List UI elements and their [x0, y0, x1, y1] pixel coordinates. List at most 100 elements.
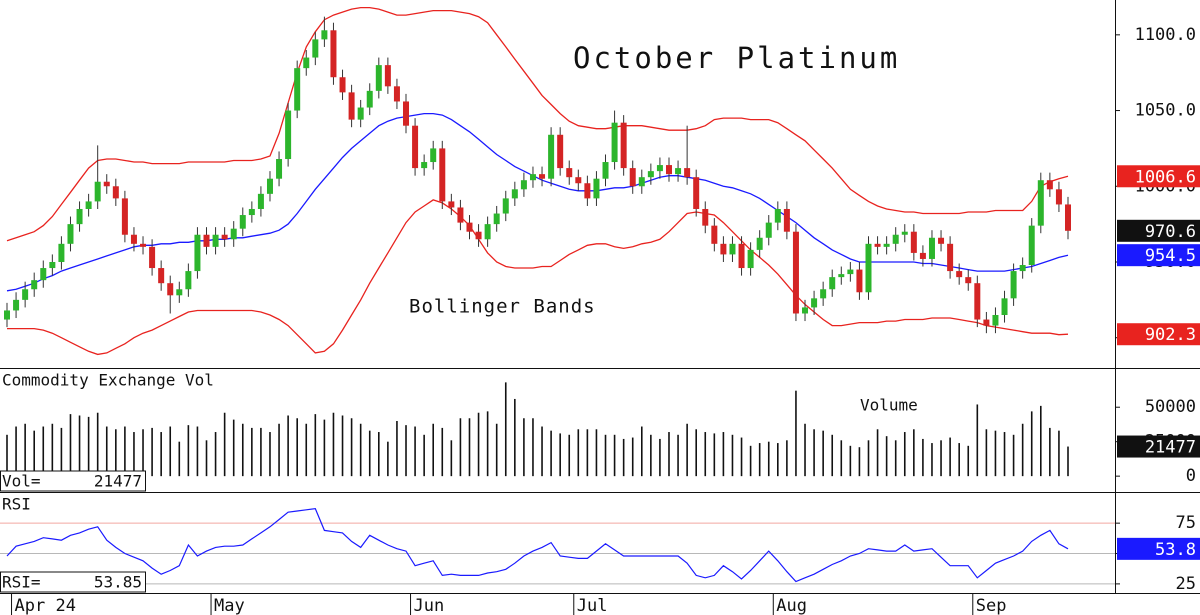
- candle-body: [375, 65, 382, 91]
- candle-body: [321, 30, 328, 40]
- candle-body: [31, 280, 38, 290]
- candle-body: [1028, 225, 1035, 266]
- y-tick-label: 25: [1176, 574, 1196, 594]
- candle-body: [493, 213, 500, 225]
- candle-body: [339, 77, 346, 93]
- candle-body: [620, 122, 627, 169]
- candle-body: [638, 177, 645, 187]
- candle-body: [529, 174, 536, 181]
- readout-value: 53.85: [94, 573, 142, 592]
- panel-title: RSI: [2, 495, 31, 514]
- candle-body: [457, 207, 464, 223]
- candle-body: [94, 181, 101, 202]
- candle-body: [647, 171, 654, 178]
- x-tick-label: Sep: [976, 596, 1007, 615]
- candle-body: [13, 299, 20, 311]
- readout-box: [0, 571, 146, 593]
- candle-body: [366, 90, 373, 108]
- candle-body: [693, 177, 700, 209]
- x-tick-label: Jun: [414, 596, 445, 615]
- annotation: Volume: [860, 396, 918, 415]
- candle-body: [357, 107, 364, 120]
- candle-body: [892, 234, 899, 244]
- candle-body: [4, 310, 10, 320]
- candle-body: [475, 231, 482, 240]
- y-tick-label: 75: [1176, 513, 1196, 533]
- candle-body: [439, 148, 446, 202]
- rsi-line: [6, 507, 1069, 583]
- candle-body: [738, 243, 745, 269]
- candle-body: [702, 208, 709, 226]
- y-tick-label: 1050.0: [1135, 101, 1196, 121]
- candle-body: [266, 178, 273, 194]
- candle-body: [140, 243, 147, 247]
- candle-body: [212, 234, 219, 247]
- candle-body: [130, 234, 137, 244]
- candle-body: [675, 168, 682, 175]
- candle-body: [348, 92, 355, 120]
- last-value-label: 954.5: [1145, 246, 1196, 266]
- candle-body: [239, 215, 246, 229]
- readout-label: RSI=: [2, 573, 41, 592]
- candle-body: [566, 168, 573, 178]
- candle-body: [910, 231, 917, 253]
- candle-body: [112, 186, 119, 199]
- last-value-box: [1117, 323, 1200, 346]
- candle-body: [956, 271, 963, 278]
- candle-body: [656, 165, 663, 172]
- candle-body: [276, 159, 283, 179]
- candle-body: [294, 68, 301, 111]
- candle-body: [502, 198, 509, 214]
- candle-body: [221, 234, 228, 240]
- band-line: [6, 6, 1069, 242]
- y-tick-label: 50000: [1145, 397, 1196, 417]
- candle-body: [575, 177, 582, 184]
- candle-body: [720, 243, 727, 255]
- candle-body: [393, 86, 400, 102]
- candle-body: [965, 277, 972, 284]
- candle-body: [938, 237, 945, 244]
- candle-body: [1001, 298, 1008, 315]
- y-tick-label: 1100.0: [1135, 25, 1196, 45]
- candle-body: [584, 183, 591, 199]
- panel-title: Commodity Exchange Vol: [2, 371, 214, 390]
- candle-body: [1046, 180, 1053, 190]
- readout-value: 21477: [94, 472, 142, 491]
- candle-body: [58, 243, 65, 262]
- candle-body: [85, 201, 92, 209]
- candle-body: [167, 283, 174, 296]
- last-value-box: [1117, 165, 1200, 188]
- candle-body: [602, 162, 609, 179]
- readout-label: Vol=: [2, 472, 41, 491]
- candle-body: [548, 134, 555, 179]
- candle-body: [684, 168, 691, 178]
- x-tick-label: Apr 24: [15, 596, 76, 615]
- candle-body: [230, 228, 237, 240]
- last-value-label: 970.6: [1145, 222, 1196, 242]
- candle-body: [811, 298, 818, 308]
- candle-body: [557, 134, 564, 169]
- candle-body: [149, 246, 156, 269]
- candle-body: [194, 234, 201, 272]
- last-value-box: [1117, 219, 1200, 242]
- candle-body: [901, 231, 908, 235]
- candle-body: [765, 222, 772, 238]
- candle-body: [384, 65, 391, 87]
- candle-body: [466, 222, 473, 232]
- candle-body: [67, 224, 74, 244]
- last-value-label: 902.3: [1145, 325, 1196, 345]
- candle-body: [285, 110, 292, 160]
- last-value-label: 21477: [1145, 438, 1196, 458]
- candle-body: [974, 283, 981, 320]
- candle-body: [874, 243, 881, 247]
- candle-body: [883, 243, 890, 247]
- candle-body: [49, 261, 56, 269]
- candle-body: [539, 174, 546, 179]
- candle-body: [1019, 265, 1026, 272]
- candle-body: [76, 208, 83, 225]
- candle-body: [430, 148, 437, 163]
- candle-body: [865, 243, 872, 293]
- candle-body: [1010, 271, 1017, 299]
- x-tick-label: Jul: [577, 596, 608, 615]
